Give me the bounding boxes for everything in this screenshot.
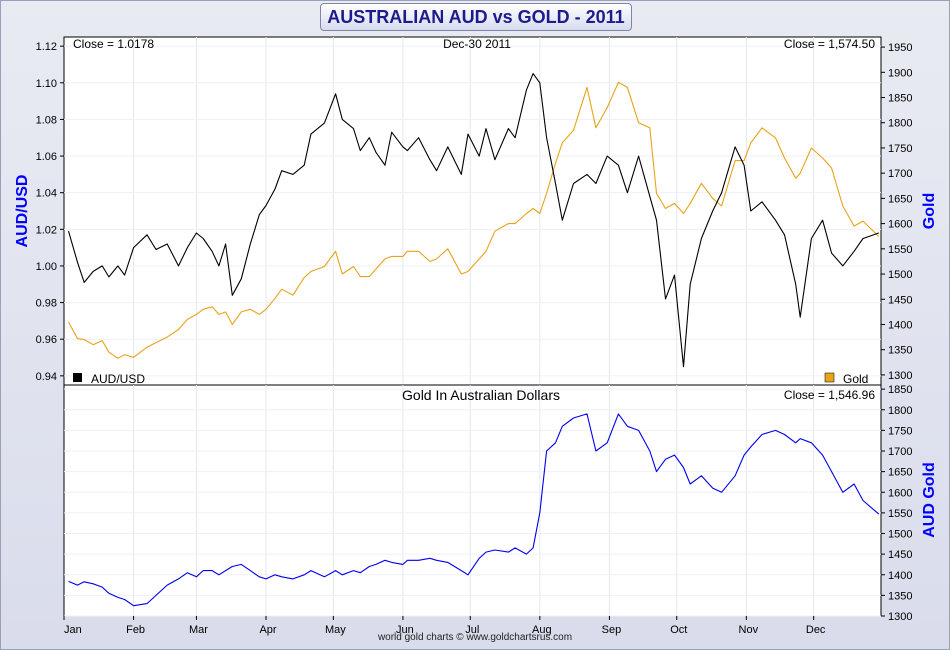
bottom-series	[68, 413, 880, 607]
y-tick-label-left: 1.06	[36, 151, 57, 163]
x-tick-label: Jul	[465, 624, 479, 636]
y-tick-label-left: 1.02	[36, 224, 57, 236]
x-tick-label: May	[325, 624, 346, 636]
gold-close-label: Close = 1,574.50	[784, 37, 875, 51]
top-grid	[64, 37, 881, 385]
x-tick-label: Feb	[126, 624, 145, 636]
y-tick-label-right: 1300	[888, 611, 912, 623]
y-tick-label-right: 1450	[888, 549, 912, 561]
date-label: Dec-30 2011	[443, 37, 511, 51]
y-tick-label-right: 1550	[888, 508, 912, 520]
y-tick-label-right: 1400	[888, 319, 912, 331]
y-tick-label-right: 1700	[888, 446, 912, 458]
y-tick-label-right: 1600	[888, 219, 912, 231]
y-tick-label-right: 1650	[888, 467, 912, 479]
aud-usd-series-line	[67, 73, 879, 368]
y-tick-label-right: 1350	[888, 345, 912, 357]
x-tick-label: Oct	[670, 624, 687, 636]
x-tick-label: Jun	[396, 624, 414, 636]
y-tick-label-right: 1600	[888, 487, 912, 499]
x-tick-label: Mar	[189, 624, 208, 636]
y-tick-label-right: 1350	[888, 590, 912, 602]
bottom-plot-area	[63, 384, 882, 617]
aud-gold-series-line	[68, 413, 880, 607]
footer-credit: world gold charts © www.goldchartsrus.co…	[377, 632, 573, 643]
x-tick-label: Aug	[532, 624, 552, 636]
y-tick-label-right: 1850	[888, 93, 912, 105]
y-tick-label-left: 1.10	[36, 78, 57, 90]
top-left-axis: 0.94 0.96 0.98 1.00 1.02 1.04 1.06 1.08 1.10 1.12	[36, 41, 64, 383]
gold-axis-title: Gold	[921, 193, 938, 229]
top-series	[67, 73, 880, 368]
gold-series-line	[68, 81, 880, 359]
x-tick-label: Jan	[64, 624, 82, 636]
gold-legend-label: Gold	[843, 372, 868, 386]
y-tick-label-right: 1550	[888, 244, 912, 256]
y-tick-label-right: 1750	[888, 143, 912, 155]
x-tick-label: Dec	[806, 624, 826, 636]
gold-legend-swatch	[824, 372, 835, 383]
chart-title: AUSTRALIAN AUD vs GOLD - 2011	[320, 3, 632, 31]
y-tick-label-right: 1500	[888, 269, 912, 281]
aud-gold-close-label: Close = 1,546.96	[784, 388, 875, 402]
aud-usd-axis-title: AUD/USD	[14, 175, 31, 248]
y-tick-label-right: 1850	[888, 384, 912, 396]
x-tick-label: Sep	[602, 624, 622, 636]
bottom-grid	[64, 385, 881, 617]
y-tick-label-right: 1700	[888, 168, 912, 180]
y-tick-label-left: 1.12	[36, 41, 57, 53]
aud-close-label: Close = 1.0178	[73, 37, 154, 51]
y-tick-label-right: 1750	[888, 425, 912, 437]
y-tick-label-right: 1900	[888, 67, 912, 79]
y-tick-label-left: 1.04	[36, 188, 57, 200]
y-tick-label-left: 0.98	[36, 298, 57, 310]
y-tick-label-right: 1950	[888, 42, 912, 54]
bottom-chart-title: Gold In Australian Dollars	[402, 387, 560, 403]
x-tick-label: Nov	[739, 624, 759, 636]
bottom-right-axis: 1300 1350 1400 1450 1500 1550 1600 1650 1700 1750…	[881, 384, 912, 623]
y-tick-label-right: 1500	[888, 529, 912, 541]
y-tick-label-left: 1.08	[36, 114, 57, 126]
y-tick-label-right: 1450	[888, 294, 912, 306]
x-tick-label: Apr	[259, 624, 276, 636]
y-tick-label-right: 1300	[888, 370, 912, 382]
aud-legend-swatch	[73, 373, 82, 382]
y-tick-label-left: 0.94	[36, 371, 57, 383]
y-tick-label-right: 1650	[888, 193, 912, 205]
x-axis-months: Jan Feb Mar Apr May Jun Jul Aug Sep Oct Nov Dec	[63, 616, 826, 636]
y-tick-label-left: 0.96	[36, 334, 57, 346]
aud-gold-axis-title: AUD Gold	[921, 462, 938, 538]
aud-legend-label: AUD/USD	[91, 372, 145, 386]
y-tick-label-right: 1800	[888, 118, 912, 130]
y-tick-label-right: 1400	[888, 570, 912, 582]
y-tick-label-left: 1.00	[36, 261, 57, 273]
y-tick-label-right: 1800	[888, 405, 912, 417]
top-plot-area	[63, 36, 882, 386]
top-right-axis: 1300 1350 1400 1450 1500 1550 1600 1650 1700 1750…	[881, 42, 912, 382]
